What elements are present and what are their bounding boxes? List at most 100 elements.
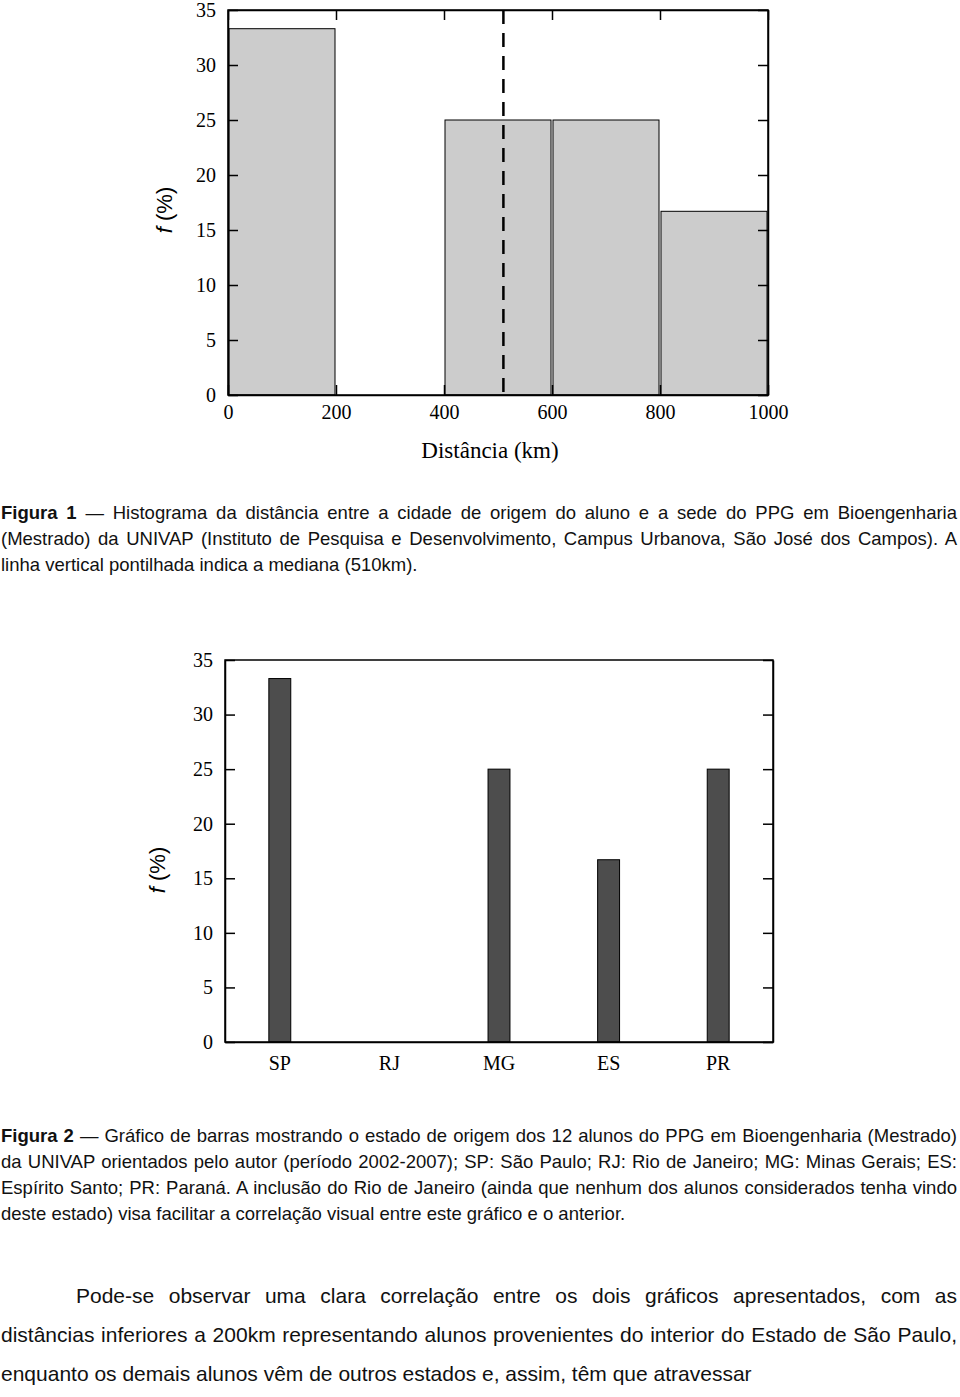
tick-label: 0 [224, 401, 234, 423]
tick-mark [552, 385, 554, 395]
y-axis: 05101520253035 [196, 0, 238, 406]
y-axis: 0 5 10 15 20 25 30 35 [193, 649, 235, 1053]
tick-mark [228, 340, 238, 342]
tick [660, 10, 661, 20]
x-axis-mirror [229, 10, 769, 20]
axis-line [225, 661, 227, 1043]
tick-mark [758, 120, 768, 122]
tick-label: 10 [193, 922, 213, 944]
tick [763, 987, 773, 988]
tick: 400 [430, 385, 460, 423]
tick-mark [660, 385, 662, 395]
chart: 02004006008001000Distância (km)051015202… [0, 0, 960, 470]
tick-mark [228, 65, 238, 67]
x-axis: SPRJMGESPR [226, 1043, 774, 1075]
tick: 25 [196, 109, 238, 131]
tick-label: 800 [646, 401, 676, 423]
caption-text: — Gráfico de barras mostrando o estado d… [1, 1125, 957, 1224]
tick: 25 [193, 758, 235, 780]
bar [553, 120, 659, 395]
tick-mark [228, 285, 238, 287]
tick [758, 285, 768, 286]
tick [763, 878, 773, 879]
paragraph: Pode-se observar uma clara correlação en… [1, 1276, 957, 1393]
tick-mark [763, 1042, 773, 1044]
axis-line [229, 395, 769, 397]
caption-label: Figura 2 [1, 1125, 74, 1146]
tick-label: 30 [193, 703, 213, 725]
bar [488, 769, 510, 1042]
axis-line [226, 1042, 774, 1044]
tick [758, 65, 768, 66]
tick-mark [225, 1042, 235, 1044]
y-axis-mirror [758, 11, 769, 396]
tick: 20 [196, 164, 238, 186]
axis-line [773, 661, 775, 1043]
bar [229, 29, 335, 395]
caption-text: — Histograma da distância entre a cidade… [1, 502, 957, 575]
tick-mark [758, 230, 768, 232]
tick-label: 400 [430, 401, 460, 423]
tick-mark [444, 10, 446, 20]
tick [763, 824, 773, 825]
tick: 800 [646, 385, 676, 423]
tick-label: 0 [203, 1031, 213, 1053]
tick [758, 230, 768, 231]
tick-label: 20 [196, 164, 216, 186]
tick-label: 20 [193, 813, 213, 835]
tick: SP [269, 1052, 291, 1074]
tick-mark [225, 823, 235, 825]
tick-mark [758, 65, 768, 67]
y-axis-title: f (%) [145, 847, 170, 893]
tick: 35 [196, 0, 238, 21]
tick-label: 30 [196, 54, 216, 76]
tick-label: 10 [196, 274, 216, 296]
axis-line [228, 11, 230, 396]
tick: 35 [193, 649, 235, 671]
tick [758, 340, 768, 341]
median-line [502, 10, 505, 395]
tick [763, 715, 773, 716]
tick-mark [758, 10, 768, 12]
axis-line [768, 11, 770, 396]
tick-label: 25 [193, 758, 213, 780]
tick-mark [763, 933, 773, 935]
tick-mark [758, 395, 768, 397]
tick [336, 10, 337, 20]
tick-mark [552, 10, 554, 20]
x-axis-title: Distância (km) [421, 438, 558, 463]
tick: 30 [196, 54, 238, 76]
tick-label: PR [706, 1052, 731, 1074]
tick: PR [706, 1052, 731, 1074]
tick [552, 10, 553, 20]
tick [763, 660, 773, 661]
tick-label: 5 [203, 976, 213, 998]
tick-label: 25 [196, 109, 216, 131]
tick-mark [758, 175, 768, 177]
tick: 0 [206, 384, 238, 406]
tick-mark [758, 340, 768, 342]
y-axis-title: f (%) [152, 187, 177, 233]
tick: 200 [322, 385, 352, 423]
tick-mark [763, 769, 773, 771]
tick: 5 [206, 329, 238, 351]
chart: SPRJMGESPR 0 5 10 15 20 25 30 35 f (%) [0, 640, 960, 1100]
tick-mark [228, 395, 238, 397]
tick: 30 [193, 703, 235, 725]
tick-mark [225, 933, 235, 935]
tick [763, 1042, 773, 1043]
tick-mark [763, 987, 773, 989]
tick [763, 769, 773, 770]
tick-mark [225, 769, 235, 771]
tick-label: MG [483, 1052, 515, 1074]
tick-mark [336, 10, 338, 20]
tick-label: 600 [538, 401, 568, 423]
x-axis: 02004006008001000 [224, 385, 789, 423]
marks [229, 10, 767, 395]
tick-mark [336, 385, 338, 395]
tick-label: 200 [322, 401, 352, 423]
bar [598, 860, 620, 1042]
tick: MG [483, 1052, 515, 1074]
tick-mark [228, 120, 238, 122]
tick-label: 15 [193, 867, 213, 889]
